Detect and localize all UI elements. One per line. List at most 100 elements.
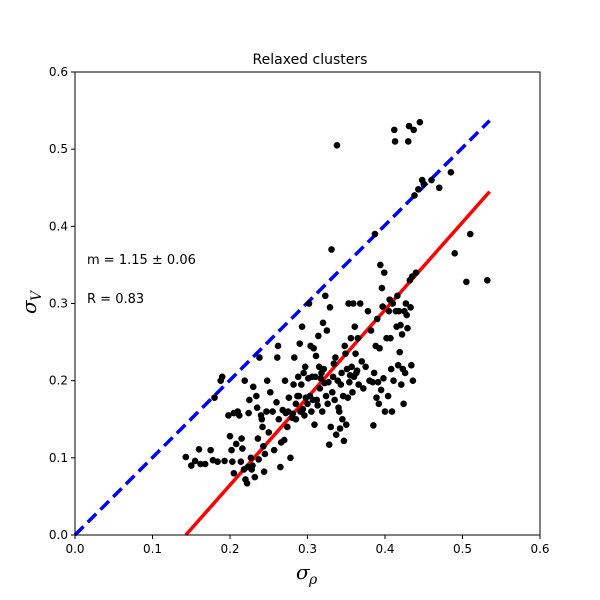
data-point [277,463,284,471]
x-axis-label: σ ρ [296,560,318,588]
x-tick-label: 0.1 [143,542,162,556]
data-point [325,378,332,386]
data-point [296,340,304,347]
data-point [377,386,385,394]
data-point [404,138,412,145]
x-tick-label: 0.6 [530,542,549,556]
data-point [332,431,340,438]
data-point [263,408,270,415]
x-axis-symbol: σ [296,560,311,584]
data-point [380,375,387,382]
data-point [335,408,343,415]
data-point [411,192,418,199]
data-point [253,392,260,400]
data-point [312,352,320,360]
data-point [341,342,349,350]
data-point [420,180,428,188]
data-point [332,354,339,361]
data-point [379,303,386,310]
data-point [367,327,375,334]
data-point [251,473,259,481]
data-point [327,423,335,431]
data-point [360,385,367,392]
chart-title: Relaxed clusters [253,52,368,68]
data-point [339,415,346,423]
data-point [329,388,336,396]
data-point [311,421,318,428]
data-point [342,350,349,357]
data-point [389,300,397,307]
data-point [280,436,288,444]
data-point [337,381,345,388]
data-point [410,126,417,134]
data-point [369,378,376,386]
data-point [375,400,383,408]
data-point [463,278,470,286]
data-point [326,304,334,311]
y-tick-label: 0.0 [49,528,68,542]
data-point [349,300,357,307]
data-point [484,277,491,284]
y-axis-ticks: 0.0 0.1 0.2 0.3 0.4 0.5 0.6 [49,65,75,542]
data-point [370,422,377,429]
y-tick-label: 0.4 [49,219,68,233]
data-point [197,460,204,468]
data-point [329,373,337,381]
x-tick-label: 0.3 [298,542,317,556]
data-point [226,432,234,440]
data-point [182,453,190,461]
data-point [348,363,355,371]
data-point [358,358,366,365]
data-point [407,304,414,311]
data-point [237,458,245,465]
x-tick-label: 0.5 [453,542,472,556]
data-point [351,323,359,330]
data-point [322,392,330,400]
data-point [285,394,293,401]
data-point [289,410,297,418]
data-point [397,381,405,388]
data-point [333,142,341,149]
data-point [311,373,319,381]
data-point [258,415,266,423]
data-point [290,381,297,388]
data-point [291,354,298,361]
data-point [284,423,291,431]
x-tick-label: 0.2 [220,542,239,556]
y-tick-label: 0.3 [49,297,68,311]
data-point [408,361,415,369]
data-point [370,369,378,377]
data-point [416,118,424,126]
data-point [225,412,232,419]
data-point [249,383,257,391]
data-point [402,300,410,307]
data-point [191,457,199,465]
data-point [387,334,394,342]
data-point [316,385,324,392]
data-point [273,354,281,361]
data-point [269,408,276,415]
data-point [398,331,406,338]
data-point [236,412,243,419]
data-point [300,369,307,377]
data-point [391,138,399,145]
data-point [263,377,271,384]
data-point [352,350,359,357]
data-point [356,300,364,307]
data-point [287,454,294,462]
y-axis-subscript: V [29,289,45,301]
data-point [245,409,252,417]
data-point [313,396,321,404]
data-point [385,307,393,315]
data-point [323,327,331,334]
data-point [353,367,361,374]
data-point [275,415,283,423]
data-point [229,458,236,465]
data-point [331,396,338,404]
data-point [260,468,268,476]
data-point [362,363,369,371]
data-point [298,381,305,388]
data-point [260,442,267,450]
data-point [336,425,344,432]
